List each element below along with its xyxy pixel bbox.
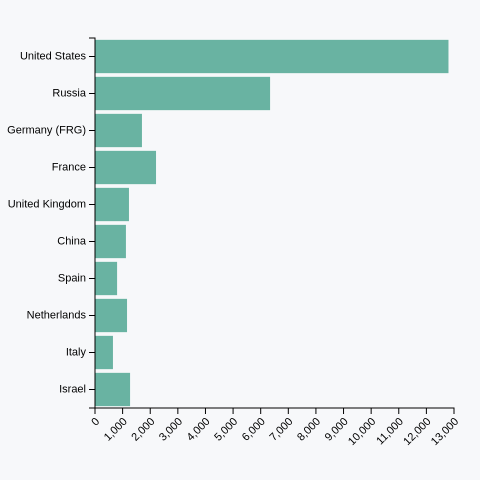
x-tick-label: 8,000 — [295, 416, 323, 444]
y-tick-label: Netherlands — [27, 309, 87, 321]
y-tick-label: China — [57, 235, 87, 247]
y-axis — [89, 37, 96, 409]
bar — [95, 150, 157, 185]
bar — [95, 298, 128, 333]
x-tick-label: 7,000 — [268, 416, 296, 444]
x-tick-label: 2,000 — [129, 416, 157, 444]
x-tick-label: 1,000 — [102, 416, 130, 444]
y-tick-label: Russia — [52, 87, 87, 99]
bar — [95, 261, 118, 296]
bar — [95, 187, 129, 222]
bar — [95, 76, 271, 111]
x-tick-label: 13,000 — [429, 416, 461, 448]
y-tick-label: United States — [20, 50, 87, 62]
y-tick-label: France — [52, 161, 86, 173]
bar — [95, 113, 142, 148]
bar — [95, 335, 113, 370]
x-tick-label: 6,000 — [240, 416, 268, 444]
x-tick-label: 12,000 — [401, 416, 433, 448]
bar — [95, 372, 131, 407]
x-tick-label: 11,000 — [374, 416, 406, 448]
y-tick-label: United Kingdom — [8, 198, 86, 210]
y-tick-label: Germany (FRG) — [7, 124, 86, 136]
y-tick-label: Israel — [59, 383, 86, 395]
y-tick-label: Spain — [58, 272, 86, 284]
x-tick-label: 4,000 — [185, 416, 213, 444]
x-tick-label: 0 — [89, 416, 102, 429]
bar — [95, 224, 126, 259]
x-tick-label: 5,000 — [212, 416, 240, 444]
x-tick-label: 10,000 — [346, 416, 378, 448]
x-tick-label: 3,000 — [157, 416, 185, 444]
bar — [95, 39, 449, 74]
y-tick-label: Italy — [66, 346, 87, 358]
x-axis — [94, 407, 455, 414]
